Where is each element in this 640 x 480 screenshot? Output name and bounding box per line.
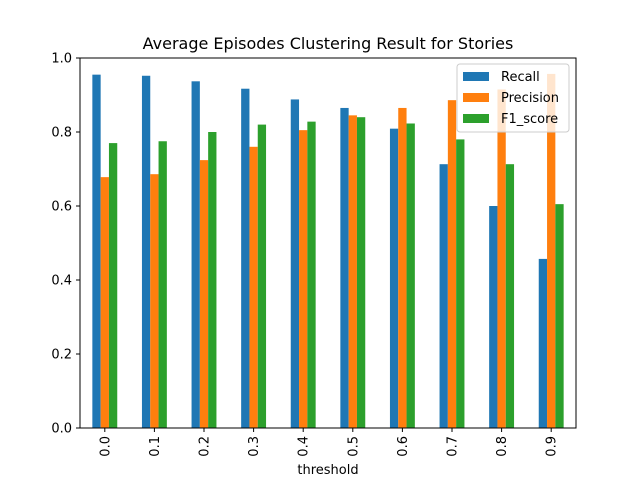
y-tick-label: 0.4 <box>51 274 72 289</box>
y-tick-label: 0.8 <box>51 126 72 141</box>
bar-recall-0.2 <box>191 81 200 428</box>
bar-recall-0.7 <box>439 164 448 428</box>
chart-title: Average Episodes Clustering Result for S… <box>143 34 514 53</box>
bar-f1_score-0.0 <box>108 143 118 428</box>
bar-precision-0.3 <box>249 146 258 429</box>
bar-precision-0.0 <box>100 177 109 428</box>
y-axis: 0.0 0.2 0.4 0.6 0.8 1.0 <box>51 52 80 437</box>
bar-precision-0.2 <box>199 160 209 428</box>
x-tick-label: 0.2 <box>198 436 213 457</box>
legend-label-recall: Recall <box>501 70 540 85</box>
x-tick-label: 0.0 <box>98 436 113 457</box>
y-tick-label: 0.2 <box>51 348 72 363</box>
y-tick-label: 0.0 <box>51 422 72 437</box>
bar-recall-0.9 <box>538 258 548 428</box>
bar-recall-0.4 <box>290 99 300 428</box>
x-axis: 0.0 0.1 0.2 0.3 0.4 0.5 0.6 0.7 0.8 0.9 <box>98 428 560 457</box>
bar-f1_score-0.5 <box>356 117 366 428</box>
y-tick-label: 0.6 <box>51 200 72 215</box>
bar-f1_score-0.9 <box>555 204 564 428</box>
bar-precision-0.4 <box>299 130 308 428</box>
bar-precision-0.1 <box>150 174 159 428</box>
bar-recall-0.1 <box>141 75 151 428</box>
y-tick-label: 1.0 <box>51 52 72 67</box>
bar-recall-0.8 <box>489 206 498 428</box>
bar-precision-0.8 <box>497 89 506 428</box>
bar-precision-0.9 <box>547 73 556 428</box>
legend-swatch-precision <box>463 93 489 102</box>
bar-precision-0.7 <box>447 100 457 429</box>
bar-f1_score-0.2 <box>208 132 217 428</box>
x-tick-label: 0.5 <box>346 436 361 457</box>
x-tick-label: 0.9 <box>545 436 560 457</box>
bars-group <box>92 73 564 429</box>
x-tick-label: 0.6 <box>396 436 411 457</box>
x-tick-label: 0.4 <box>297 436 312 457</box>
bar-precision-0.6 <box>398 107 407 428</box>
legend-swatch-recall <box>463 72 489 81</box>
x-tick-label: 0.3 <box>247 436 262 457</box>
bar-f1_score-0.8 <box>505 164 515 428</box>
legend-swatch-f1_score <box>463 114 489 123</box>
legend-label-precision: Precision <box>501 91 559 106</box>
legend: Recall Precision F1_score <box>456 63 570 133</box>
bar-precision-0.5 <box>348 115 357 428</box>
bar-recall-0.6 <box>389 128 399 429</box>
x-axis-label: threshold <box>297 463 358 478</box>
plot-frame <box>79 57 577 429</box>
bar-f1_score-0.7 <box>456 139 465 428</box>
x-tick-label: 0.7 <box>446 436 461 457</box>
legend-label-f1_score: F1_score <box>501 112 558 127</box>
bar-recall-0.3 <box>241 88 250 429</box>
bar-recall-0.0 <box>92 74 101 429</box>
bar-f1_score-0.6 <box>406 123 415 429</box>
bar-recall-0.5 <box>340 107 349 428</box>
x-tick-label: 0.1 <box>148 436 163 457</box>
bar-f1_score-0.4 <box>307 121 316 428</box>
bar-f1_score-0.3 <box>257 124 267 428</box>
x-tick-label: 0.8 <box>495 436 510 457</box>
bar-f1_score-0.1 <box>158 141 167 428</box>
